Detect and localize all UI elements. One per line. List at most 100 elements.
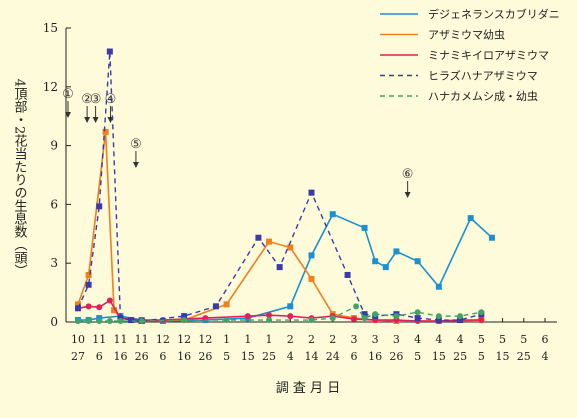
data-point [85, 281, 92, 288]
data-point [111, 307, 118, 314]
data-point [329, 211, 336, 218]
data-point [435, 317, 442, 324]
x-tick-label-bottom: 5 [414, 350, 421, 363]
data-point [350, 316, 357, 323]
annotation-label: ③ [90, 92, 102, 107]
x-tick-label-bottom: 25 [517, 350, 531, 363]
data-point [266, 312, 273, 319]
data-point [106, 48, 113, 55]
data-point [255, 234, 262, 241]
data-point [106, 297, 113, 304]
data-point [75, 305, 81, 312]
x-tick-label-bottom: 5 [223, 350, 230, 363]
data-point [266, 238, 273, 245]
x-tick-label-bottom: 16 [113, 350, 127, 363]
x-tick-label-bottom: 15 [432, 350, 446, 363]
data-point [212, 303, 219, 310]
y-tick-label: 15 [43, 21, 58, 35]
x-tick-label-bottom: 27 [71, 350, 85, 363]
legend-label: ミナミキイロアザミウマ [428, 49, 549, 62]
data-point [75, 301, 81, 308]
data-point [467, 215, 474, 222]
x-tick-label-bottom: 25 [453, 350, 467, 363]
data-point [308, 317, 315, 324]
data-point [287, 313, 294, 320]
x-tick-label-bottom: 6 [159, 350, 166, 363]
data-point [106, 318, 113, 325]
series [75, 303, 485, 325]
data-point [344, 271, 351, 278]
y-tick-label: 9 [50, 139, 58, 153]
x-tick-label-top: 4 [414, 333, 421, 346]
x-tick-label-bottom: 6 [96, 350, 103, 363]
data-point [478, 317, 485, 324]
series-line [78, 213, 493, 322]
x-axis-label: 調 査 月 日 [276, 381, 340, 396]
series-line [77, 299, 482, 322]
data-point [223, 317, 230, 324]
x-tick-label-top: 3 [350, 333, 357, 346]
x-tick-label-top: 5 [520, 333, 527, 346]
annotation-label: ② [81, 92, 93, 107]
series [75, 211, 495, 325]
data-point [435, 313, 442, 320]
data-point [329, 315, 336, 322]
data-point [181, 317, 188, 324]
x-tick-label-bottom: 26 [135, 350, 149, 363]
annotation-arrow-head [65, 112, 71, 118]
x-tick-label-bottom: 26 [198, 350, 212, 363]
data-point [372, 258, 379, 265]
annotation-label: ④ [105, 92, 117, 107]
x-tick-label-top: 11 [135, 333, 149, 346]
x-tick-label-top: 11 [113, 333, 127, 346]
data-point [308, 189, 315, 196]
data-point [457, 317, 464, 324]
x-tick-label-top: 4 [435, 333, 442, 346]
series-line [77, 131, 482, 322]
data-point [138, 318, 145, 325]
data-point [287, 244, 294, 251]
x-tick-label-bottom: 25 [262, 350, 276, 363]
data-point [353, 303, 360, 310]
data-point [117, 318, 124, 325]
x-tick-label-bottom: 15 [241, 350, 255, 363]
annotations: ① ②③ ④ ⑤ ⑥ [62, 87, 413, 198]
x-tick-label-bottom: 14 [305, 350, 319, 363]
series-layer [75, 48, 495, 325]
x-tick-label-top: 12 [156, 333, 170, 346]
data-point [308, 252, 315, 259]
x-tick-label-bottom: 4 [287, 350, 294, 363]
x-tick-label-top: 12 [198, 333, 212, 346]
legend-label: ヒラズハナアザミウマ [428, 69, 538, 83]
data-point [223, 301, 230, 308]
data-point [85, 318, 92, 325]
x-tick-label-bottom: 6 [350, 350, 357, 363]
axes: 0369121510271161116112612612161226151151… [43, 21, 557, 363]
data-point [372, 311, 379, 318]
data-point [85, 271, 92, 278]
data-point [457, 313, 464, 320]
y-axis-label: 4頂部・2花当たりの生息数（頭） [12, 79, 28, 278]
data-point [96, 203, 103, 210]
x-tick-label-bottom: 15 [496, 350, 510, 363]
data-point [382, 264, 389, 271]
x-tick-label-top: 4 [457, 333, 464, 346]
data-point [102, 128, 109, 135]
data-point [478, 309, 485, 316]
annotation-arrow-head [404, 192, 411, 198]
data-point [96, 304, 103, 311]
data-point [308, 275, 315, 282]
data-point [244, 313, 251, 320]
data-point [414, 315, 421, 322]
data-point [414, 309, 421, 316]
data-point [361, 311, 368, 318]
annotation-arrow-head [84, 117, 91, 123]
annotation-label: ① [62, 87, 74, 102]
annotation-label: ⑤ [130, 137, 142, 152]
data-point [181, 313, 188, 320]
y-tick-label: 6 [50, 197, 58, 211]
data-point [287, 303, 294, 310]
legend-label: アザミウマ幼虫 [428, 29, 505, 42]
data-point [276, 264, 283, 271]
